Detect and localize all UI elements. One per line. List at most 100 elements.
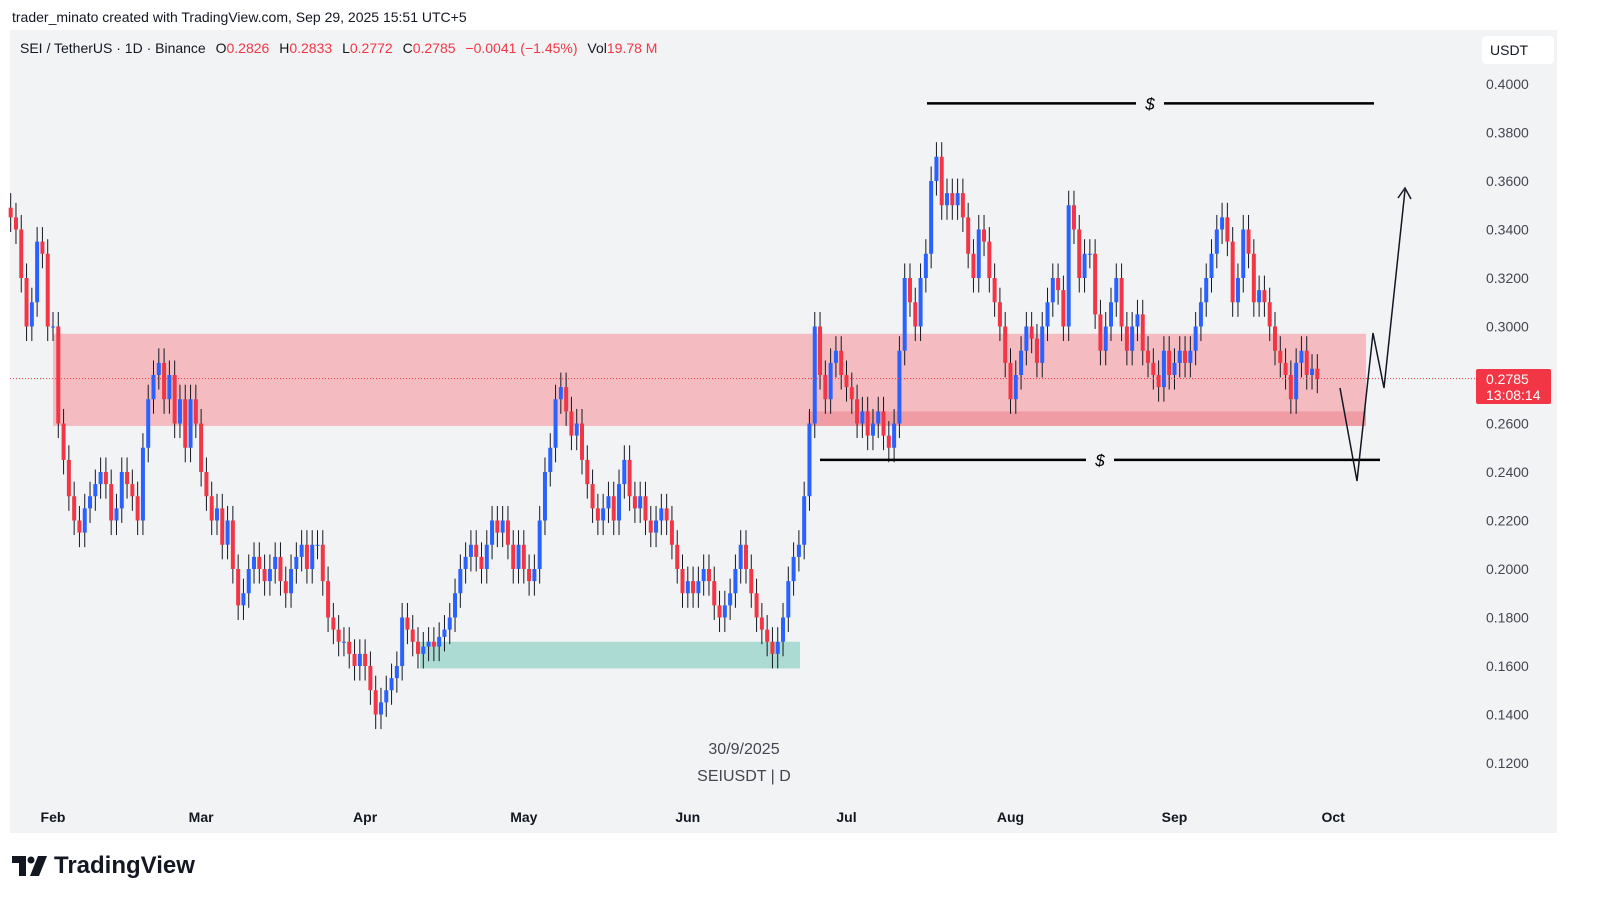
candle	[1204, 263, 1209, 317]
candle	[934, 142, 939, 196]
candle	[453, 578, 458, 633]
candle-body	[585, 459, 590, 485]
candle	[1146, 336, 1151, 378]
candle	[193, 384, 198, 439]
candle	[146, 384, 151, 463]
candle-body	[913, 302, 918, 327]
candle	[103, 457, 108, 499]
candle	[188, 384, 193, 463]
candle	[691, 566, 696, 608]
candle	[580, 408, 584, 475]
candle-body	[29, 302, 34, 327]
candle-body	[225, 520, 230, 545]
candle-body	[495, 520, 500, 533]
candle	[209, 481, 214, 536]
candle	[1198, 287, 1203, 342]
chart-pane[interactable]	[10, 30, 1557, 833]
chart-credit: trader_minato created with TradingView.c…	[12, 9, 467, 25]
candle	[712, 566, 717, 620]
candle-body	[130, 484, 135, 497]
candle-body	[294, 556, 299, 569]
candle-body	[1278, 350, 1283, 363]
candle	[1071, 190, 1076, 245]
candle-body	[743, 544, 748, 569]
time-tick: Apr	[353, 809, 378, 825]
candle-body	[516, 544, 521, 569]
candle-body	[273, 556, 278, 569]
candle-body	[453, 593, 458, 618]
candle	[1267, 287, 1272, 342]
currency-unit-button[interactable]: USDT	[1482, 36, 1554, 64]
candle-body	[405, 617, 410, 630]
candle	[373, 675, 378, 730]
candle	[13, 202, 18, 245]
candle-body	[214, 508, 219, 521]
candle	[326, 566, 331, 633]
candle-body	[77, 520, 82, 533]
candle	[818, 311, 823, 390]
candle-body	[426, 641, 431, 647]
candle-body	[193, 399, 198, 424]
price-tick: 0.3800	[1486, 125, 1529, 141]
tradingview-logo[interactable]: TradingView	[12, 852, 195, 880]
candle	[1045, 287, 1050, 342]
candle-body	[93, 484, 98, 497]
open-value: 0.2826	[226, 40, 270, 56]
candle-body	[119, 472, 124, 509]
candle-body	[728, 593, 733, 606]
candle	[638, 481, 643, 523]
candle	[812, 311, 817, 439]
candle	[722, 590, 727, 633]
time-tick: Oct	[1322, 809, 1346, 825]
candle	[357, 639, 362, 681]
candle-body	[1114, 278, 1119, 303]
candle-body	[558, 387, 563, 400]
candle	[923, 239, 928, 293]
candle	[474, 530, 479, 572]
candle-body	[1029, 326, 1034, 339]
candle-body	[500, 520, 505, 533]
candle	[982, 214, 987, 257]
candle	[521, 530, 526, 584]
candle-body	[553, 399, 558, 448]
candle	[1087, 239, 1092, 269]
price-tick: 0.3000	[1486, 319, 1529, 335]
price-tick: 0.1400	[1486, 707, 1529, 723]
symbol-info[interactable]: SEI / TetherUS · 1D · Binance	[20, 40, 206, 56]
candle	[796, 530, 801, 572]
candle-body	[643, 496, 648, 521]
candle	[892, 408, 897, 463]
candle-body	[230, 520, 235, 569]
candle	[1140, 299, 1145, 366]
candle	[1188, 336, 1193, 378]
candle-body	[696, 581, 701, 594]
candle	[1077, 214, 1082, 293]
candle	[1019, 336, 1024, 390]
candle	[844, 360, 849, 402]
candle	[109, 469, 114, 536]
candle-body	[1066, 205, 1071, 327]
candle-body	[1230, 241, 1235, 303]
supply-zone	[53, 333, 1366, 426]
candle-body	[992, 278, 997, 303]
candle-body	[812, 326, 817, 424]
candle	[881, 396, 886, 451]
candle-body	[818, 326, 823, 375]
candle-body	[648, 520, 653, 533]
candle	[463, 542, 468, 584]
candle	[140, 433, 145, 536]
candle	[1050, 263, 1055, 317]
candle-body	[72, 496, 77, 521]
candle	[426, 627, 431, 662]
candle-body	[125, 472, 130, 485]
price-tick: 0.3600	[1486, 173, 1529, 189]
candle-body	[162, 362, 167, 400]
candle	[283, 566, 288, 608]
candle	[1304, 336, 1309, 390]
candle-body	[167, 375, 172, 400]
candle	[976, 214, 981, 293]
candle-body	[1130, 326, 1135, 351]
candle-body	[770, 641, 775, 654]
candle-body	[1209, 253, 1214, 278]
